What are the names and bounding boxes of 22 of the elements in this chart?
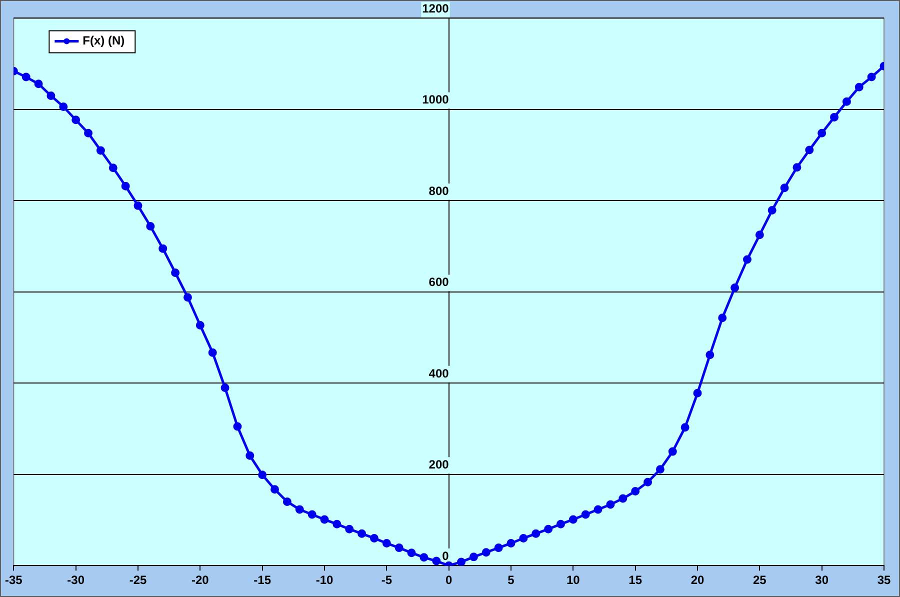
legend-label: F(x) (N) bbox=[82, 34, 125, 48]
x-tick-label: 10 bbox=[566, 573, 580, 588]
y-tick-label: 1200 bbox=[422, 2, 450, 16]
y-tick-label: 200 bbox=[428, 458, 450, 472]
x-tick-label: -20 bbox=[192, 573, 210, 588]
x-tick-label: -15 bbox=[254, 573, 272, 588]
x-tick-label: 30 bbox=[815, 573, 829, 588]
x-tick-label: -25 bbox=[129, 573, 148, 588]
x-tick-label: 25 bbox=[752, 573, 767, 588]
x-tick-label: -35 bbox=[5, 573, 23, 588]
y-tick-label: 400 bbox=[428, 366, 450, 380]
y-tick-label: 600 bbox=[428, 275, 450, 290]
y-tick-label: 800 bbox=[428, 184, 450, 198]
x-tick-label: -10 bbox=[316, 573, 334, 588]
x-tick-label: 5 bbox=[508, 573, 515, 588]
x-tick-label: -30 bbox=[67, 573, 85, 588]
x-tick-label: 20 bbox=[690, 573, 704, 588]
x-tick-label: 35 bbox=[877, 573, 891, 588]
y-tick-label: 1000 bbox=[422, 92, 450, 107]
y-tick-label: 0 bbox=[442, 548, 450, 563]
x-tick-label: -5 bbox=[381, 573, 392, 588]
x-tick-label: 15 bbox=[628, 573, 642, 588]
